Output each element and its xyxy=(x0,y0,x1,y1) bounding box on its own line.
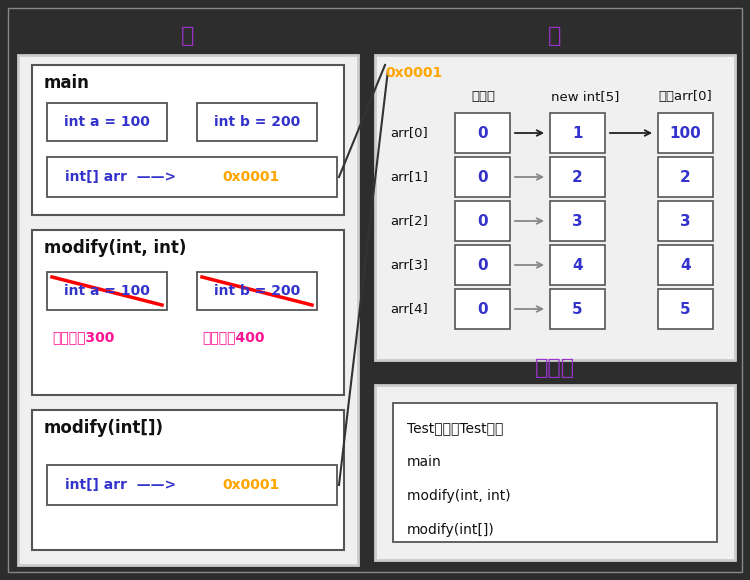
Text: int b = 200: int b = 200 xyxy=(214,115,300,129)
Bar xyxy=(47,272,167,310)
Text: arr[2]: arr[2] xyxy=(390,215,427,227)
Text: 修改为：400: 修改为：400 xyxy=(202,330,265,344)
Bar xyxy=(47,465,337,505)
Bar xyxy=(197,103,317,141)
Text: 0x0001: 0x0001 xyxy=(222,170,279,184)
Bar xyxy=(658,157,713,197)
Bar xyxy=(375,385,735,560)
Text: arr[0]: arr[0] xyxy=(390,126,427,140)
Text: modify(int[]): modify(int[]) xyxy=(407,523,495,537)
Text: int[] arr  ——>: int[] arr ——> xyxy=(65,170,186,184)
Text: 0: 0 xyxy=(477,213,488,229)
Bar xyxy=(47,103,167,141)
Text: 堆: 堆 xyxy=(548,26,562,46)
Text: 修改为：300: 修改为：300 xyxy=(52,330,114,344)
Bar xyxy=(32,230,344,395)
Text: main: main xyxy=(407,455,442,469)
Bar xyxy=(393,403,717,542)
Text: 初始化: 初始化 xyxy=(471,90,495,103)
Bar xyxy=(550,245,605,285)
Bar xyxy=(455,245,510,285)
Bar xyxy=(47,157,337,197)
Bar xyxy=(455,157,510,197)
Text: 修改arr[0]: 修改arr[0] xyxy=(658,90,712,103)
Text: 0: 0 xyxy=(477,125,488,140)
Text: 方法区: 方法区 xyxy=(535,358,575,378)
Bar xyxy=(658,289,713,329)
Text: int b = 200: int b = 200 xyxy=(214,284,300,298)
Text: 5: 5 xyxy=(680,302,691,317)
Bar xyxy=(658,201,713,241)
Bar xyxy=(32,65,344,215)
Bar xyxy=(375,55,735,360)
Text: modify(int[]): modify(int[]) xyxy=(44,419,164,437)
Bar xyxy=(550,113,605,153)
Text: int a = 100: int a = 100 xyxy=(64,284,150,298)
Text: arr[3]: arr[3] xyxy=(390,259,427,271)
Text: 100: 100 xyxy=(670,125,701,140)
Text: arr[1]: arr[1] xyxy=(390,171,427,183)
Text: 栈: 栈 xyxy=(182,26,195,46)
Text: modify(int, int): modify(int, int) xyxy=(407,489,511,503)
Bar xyxy=(658,113,713,153)
Text: arr[4]: arr[4] xyxy=(390,303,427,316)
Text: main: main xyxy=(44,74,90,92)
Bar xyxy=(455,289,510,329)
Text: 2: 2 xyxy=(572,169,583,184)
Text: modify(int, int): modify(int, int) xyxy=(44,239,186,257)
Bar xyxy=(658,245,713,285)
Text: 5: 5 xyxy=(572,302,583,317)
Text: 4: 4 xyxy=(572,258,583,273)
Bar xyxy=(32,410,344,550)
Bar xyxy=(18,55,358,565)
Text: 0: 0 xyxy=(477,258,488,273)
Bar xyxy=(550,157,605,197)
Bar xyxy=(455,201,510,241)
Text: 4: 4 xyxy=(680,258,691,273)
Text: int[] arr  ——>: int[] arr ——> xyxy=(65,478,186,492)
Text: int a = 100: int a = 100 xyxy=(64,115,150,129)
Text: Test标记（Test类）: Test标记（Test类） xyxy=(407,421,503,435)
Bar xyxy=(550,201,605,241)
Text: 3: 3 xyxy=(680,213,691,229)
Text: 0x0001: 0x0001 xyxy=(222,478,279,492)
Text: 0: 0 xyxy=(477,169,488,184)
Text: new int[5]: new int[5] xyxy=(550,90,620,103)
Text: 3: 3 xyxy=(572,213,583,229)
Bar xyxy=(197,272,317,310)
Text: 0x0001: 0x0001 xyxy=(385,66,442,80)
Text: 1: 1 xyxy=(572,125,583,140)
Text: 0: 0 xyxy=(477,302,488,317)
Bar xyxy=(550,289,605,329)
Text: 2: 2 xyxy=(680,169,691,184)
Bar xyxy=(455,113,510,153)
